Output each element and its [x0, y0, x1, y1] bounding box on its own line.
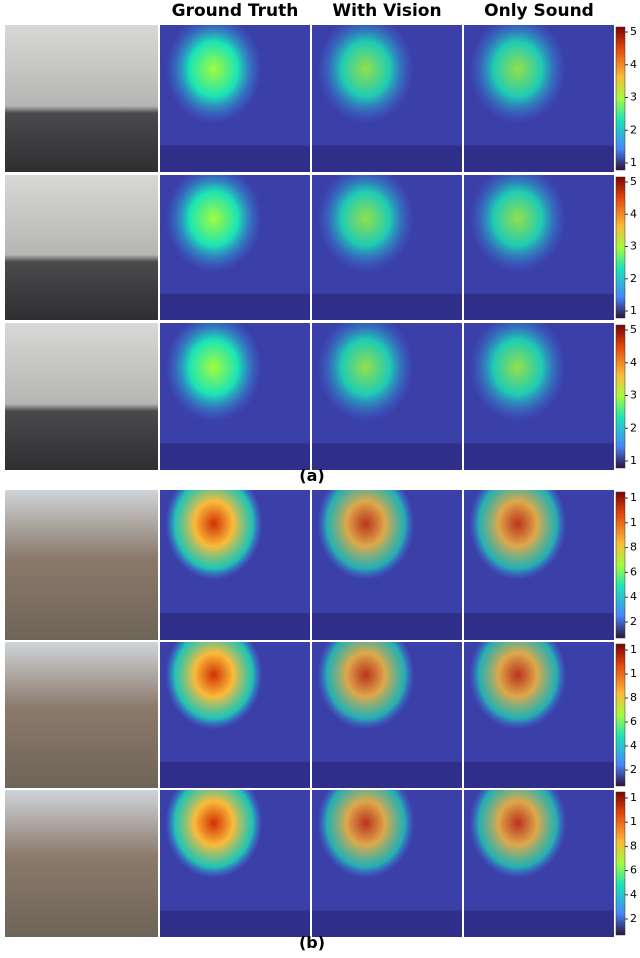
colorbar-tick-label: 4	[630, 58, 637, 71]
colorbar-tick-label: 8	[630, 691, 637, 704]
depth-region	[165, 490, 263, 603]
colorbar-tick-label: 2	[630, 272, 637, 285]
depth-floor	[464, 613, 614, 640]
panel-label: (a)	[299, 466, 324, 485]
colorbar-tick-label: 3	[630, 389, 637, 402]
colorbar-tick-label: 1	[630, 516, 637, 529]
panel-label: (b)	[299, 933, 325, 952]
colorbar-tick-label: 4	[630, 590, 637, 603]
depth-floor	[312, 613, 462, 640]
depth-region	[317, 323, 415, 434]
depth-region	[469, 642, 567, 752]
colorbar-tick-label: 5	[630, 175, 637, 188]
depth-region	[165, 175, 263, 284]
colorbar-tick-label: 1	[630, 791, 637, 804]
depth-floor	[312, 443, 462, 470]
depth-region	[317, 25, 415, 136]
depth-region	[317, 790, 415, 901]
photo	[5, 175, 158, 320]
colorbar	[615, 176, 626, 319]
depth-floor	[312, 293, 462, 320]
colorbar-tick-label: 4	[630, 207, 637, 220]
colorbar-tick-label: 1	[630, 667, 637, 680]
depth-region	[317, 490, 415, 603]
depth-region	[165, 25, 263, 136]
photo	[5, 642, 158, 788]
depth-region	[469, 490, 567, 603]
column-header: Only Sound	[484, 1, 594, 21]
colorbar-tick-label: 2	[630, 763, 637, 776]
colorbar-tick-label: 6	[630, 715, 637, 728]
colorbar	[615, 791, 626, 936]
photo	[5, 790, 158, 937]
colorbar-tick-label: 3	[630, 91, 637, 104]
colorbar-tick-label: 5	[630, 25, 637, 38]
colorbar-tick-label: 1	[630, 815, 637, 828]
depth-floor	[464, 761, 614, 788]
colorbar-tick-label: 8	[630, 541, 637, 554]
depth-floor	[464, 910, 614, 937]
depth-floor	[464, 443, 614, 470]
depth-region	[469, 790, 567, 901]
colorbar	[615, 643, 626, 787]
depth-region	[165, 323, 263, 434]
depth-floor	[464, 145, 614, 172]
colorbar	[615, 324, 626, 469]
colorbar-tick-label: 1	[630, 491, 637, 504]
colorbar	[615, 491, 626, 639]
depth-floor	[160, 145, 310, 172]
colorbar-tick-label: 4	[630, 888, 637, 901]
column-header: With Vision	[332, 1, 441, 21]
depth-region	[469, 25, 567, 136]
depth-region	[317, 175, 415, 284]
colorbar-tick-label: 1	[630, 156, 637, 169]
depth-floor	[312, 910, 462, 937]
colorbar-tick-label: 6	[630, 864, 637, 877]
column-header: Ground Truth	[172, 1, 299, 21]
colorbar-tick-label: 1	[630, 304, 637, 317]
colorbar-tick-label: 1	[630, 643, 637, 656]
depth-floor	[312, 761, 462, 788]
depth-region	[317, 642, 415, 752]
colorbar-tick-label: 2	[630, 912, 637, 925]
photo	[5, 490, 158, 640]
depth-region	[165, 642, 263, 752]
depth-floor	[464, 293, 614, 320]
depth-floor	[160, 293, 310, 320]
colorbar-tick-label: 8	[630, 839, 637, 852]
depth-floor	[160, 761, 310, 788]
colorbar-tick-label: 5	[630, 323, 637, 336]
colorbar-tick-label: 4	[630, 739, 637, 752]
depth-floor	[312, 145, 462, 172]
colorbar	[615, 26, 626, 171]
colorbar-tick-label: 1	[630, 454, 637, 467]
depth-floor	[160, 910, 310, 937]
colorbar-tick-label: 2	[630, 123, 637, 136]
depth-region	[469, 323, 567, 434]
depth-region	[165, 790, 263, 901]
photo	[5, 25, 158, 172]
depth-floor	[160, 613, 310, 640]
colorbar-tick-label: 2	[630, 615, 637, 628]
depth-floor	[160, 443, 310, 470]
colorbar-tick-label: 6	[630, 565, 637, 578]
colorbar-tick-label: 4	[630, 356, 637, 369]
colorbar-tick-label: 2	[630, 421, 637, 434]
colorbar-tick-label: 3	[630, 240, 637, 253]
depth-region	[469, 175, 567, 284]
photo	[5, 323, 158, 470]
